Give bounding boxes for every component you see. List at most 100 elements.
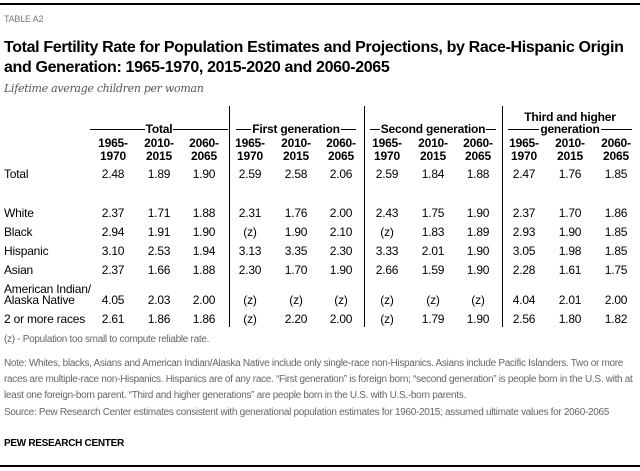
table-cell: 2.66	[375, 263, 399, 277]
table-cell: 1.75	[604, 263, 628, 277]
table-cell: 2.01	[558, 293, 582, 307]
table-cell: 2.30	[238, 263, 262, 277]
table-cell: (z)	[243, 225, 257, 239]
table-cell: 1.66	[147, 263, 171, 277]
row-label: Asian	[4, 263, 34, 277]
page-title: Total Fertility Rate for Population Esti…	[4, 39, 624, 76]
table-cell: 1.90	[192, 167, 216, 181]
column-header: 2060- 2065	[601, 136, 631, 163]
column-header: 1965- 1970	[235, 136, 265, 163]
column-header: 2010- 2015	[418, 136, 448, 163]
table-cell: 2.10	[329, 225, 353, 239]
column-header: 2010- 2015	[555, 136, 585, 163]
table-cell: 1.85	[604, 244, 628, 258]
table-cell: 2.53	[147, 244, 171, 258]
table-cell: 1.90	[466, 263, 490, 277]
table-cell: 2.37	[512, 206, 536, 220]
footer-brand: PEW RESEARCH CENTER	[4, 438, 124, 449]
column-header: 1965- 1970	[98, 136, 128, 163]
row-label: Total	[4, 167, 29, 181]
table-cell: 2.94	[101, 225, 125, 239]
table-cell: 1.88	[192, 263, 216, 277]
table-label: TABLE A2	[4, 14, 44, 24]
table-cell: 1.86	[604, 206, 628, 220]
table-cell: (z)	[380, 293, 394, 307]
row-label: Alaska Native	[4, 293, 75, 307]
table-cell: 1.83	[421, 225, 445, 239]
column-header: 2010- 2015	[281, 136, 311, 163]
table-cell: 1.88	[466, 167, 490, 181]
table-cell: 2.58	[284, 167, 308, 181]
table-cell: 2.01	[421, 244, 445, 258]
group-header: Total	[90, 123, 228, 136]
table-cell: (z)	[243, 312, 257, 326]
group-header-label: generation	[540, 122, 600, 136]
table-cell: 1.71	[147, 206, 171, 220]
table-cell: 2.93	[512, 225, 536, 239]
column-header: 2060- 2065	[189, 136, 219, 163]
table-cell: 2.56	[512, 312, 536, 326]
table-cell: 1.90	[558, 225, 582, 239]
table-cell: 2.59	[375, 167, 399, 181]
subtitle: Lifetime average children per woman	[4, 82, 204, 95]
group-header-label: First generation	[252, 122, 340, 136]
column-divider	[229, 106, 230, 327]
table-cell: 3.33	[375, 244, 399, 258]
table-cell: 1.98	[558, 244, 582, 258]
table-cell: 1.88	[192, 206, 216, 220]
table-cell: 2.00	[192, 293, 216, 307]
column-header: 2010- 2015	[144, 136, 174, 163]
table-cell: 2.61	[101, 312, 125, 326]
table-cell: 3.10	[101, 244, 125, 258]
note: Note: Whites, blacks, Asians and America…	[4, 358, 633, 401]
group-header-label: Second generation	[380, 122, 486, 136]
table-cell: 1.79	[421, 312, 445, 326]
table-cell: 2.00	[329, 206, 353, 220]
table-cell: 1.70	[284, 263, 308, 277]
table-cell: 1.76	[558, 167, 582, 181]
table-cell: 2.28	[512, 263, 536, 277]
table-cell: 2.30	[329, 244, 353, 258]
table-cell: 3.35	[284, 244, 308, 258]
column-divider	[364, 106, 365, 327]
table-cell: 1.90	[329, 263, 353, 277]
table-cell: 4.05	[101, 293, 125, 307]
source: Source: Pew Research Center estimates co…	[4, 407, 610, 418]
table-cell: 1.80	[558, 312, 582, 326]
table-cell: (z)	[471, 293, 485, 307]
column-divider	[502, 106, 503, 327]
table-cell: 1.85	[604, 167, 628, 181]
table-cell: 3.05	[512, 244, 536, 258]
row-label: Black	[4, 225, 33, 239]
table-cell: (z)	[426, 293, 440, 307]
group-header-line1: Third and higher	[524, 110, 616, 124]
table-cell: 1.82	[604, 312, 628, 326]
table-cell: 2.59	[238, 167, 262, 181]
table-cell: 1.94	[192, 244, 216, 258]
table-cell: 1.86	[192, 312, 216, 326]
table-cell: 1.90	[466, 206, 490, 220]
column-header: 2060- 2065	[463, 136, 493, 163]
table-cell: (z)	[243, 293, 257, 307]
z-note: (z) - Population too small to compute re…	[4, 334, 210, 345]
row-label: White	[4, 206, 34, 220]
row-label-line1: American Indian/	[4, 282, 91, 296]
group-header: generation	[508, 123, 632, 136]
table-cell: 1.90	[466, 312, 490, 326]
row-label: 2 or more races	[4, 312, 86, 326]
table-cell: 4.04	[512, 293, 536, 307]
table-cell: (z)	[289, 293, 303, 307]
table-cell: 2.37	[101, 263, 125, 277]
table-cell: 1.70	[558, 206, 582, 220]
table-cell: 1.90	[466, 244, 490, 258]
table-cell: 2.48	[101, 167, 125, 181]
table-cell: (z)	[334, 293, 348, 307]
table-cell: (z)	[380, 312, 394, 326]
table-cell: 1.76	[284, 206, 308, 220]
table-cell: 3.13	[238, 244, 262, 258]
bottom-rule	[0, 465, 640, 467]
table-cell: 2.06	[329, 167, 353, 181]
table-cell: 1.59	[421, 263, 445, 277]
table-cell: 2.03	[147, 293, 171, 307]
table-cell: 2.43	[375, 206, 399, 220]
